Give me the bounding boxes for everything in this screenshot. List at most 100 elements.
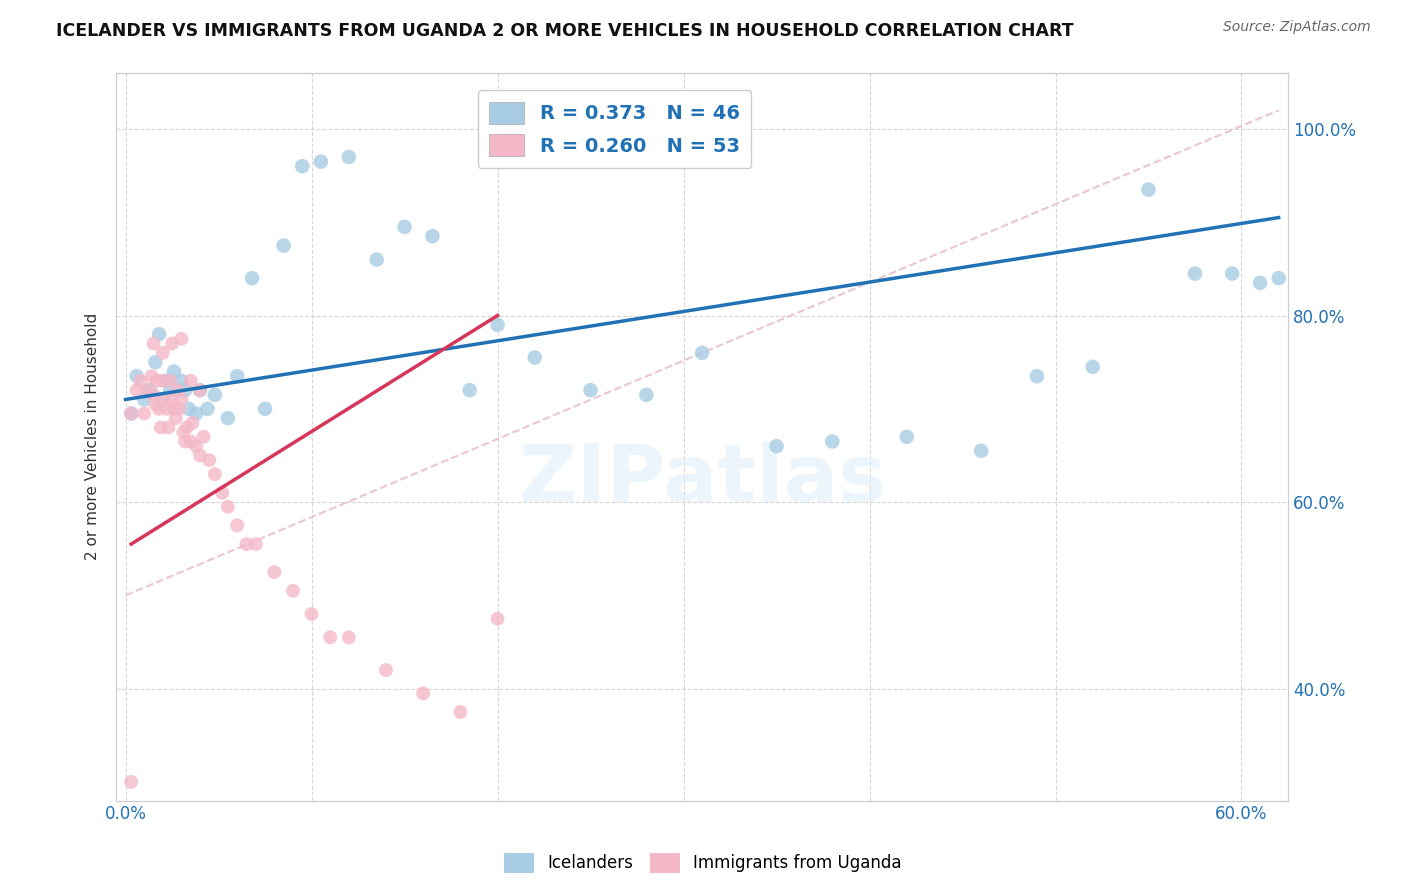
Point xyxy=(170,392,193,407)
Point xyxy=(1184,267,1206,281)
Point xyxy=(172,425,194,439)
Point xyxy=(149,420,172,434)
Point xyxy=(160,392,183,407)
Point xyxy=(765,439,787,453)
Point xyxy=(120,407,142,421)
Point xyxy=(142,388,165,402)
Point xyxy=(188,449,211,463)
Point xyxy=(152,392,174,407)
Text: ZIPatlas: ZIPatlas xyxy=(517,442,886,519)
Point xyxy=(422,229,444,244)
Point xyxy=(281,583,304,598)
Point xyxy=(136,383,159,397)
Point xyxy=(449,705,471,719)
Point xyxy=(458,383,481,397)
Point xyxy=(301,607,323,621)
Point xyxy=(143,397,166,411)
Point xyxy=(159,383,181,397)
Point xyxy=(690,346,713,360)
Point xyxy=(970,443,993,458)
Point xyxy=(263,565,285,579)
Point xyxy=(165,411,187,425)
Point xyxy=(412,686,434,700)
Point xyxy=(197,401,219,416)
Point xyxy=(211,485,233,500)
Point xyxy=(181,416,204,430)
Point xyxy=(193,430,215,444)
Point xyxy=(188,383,211,397)
Point xyxy=(254,401,277,416)
Point xyxy=(235,537,257,551)
Text: ICELANDER VS IMMIGRANTS FROM UGANDA 2 OR MORE VEHICLES IN HOUSEHOLD CORRELATION : ICELANDER VS IMMIGRANTS FROM UGANDA 2 OR… xyxy=(56,22,1074,40)
Point xyxy=(148,327,170,342)
Point xyxy=(146,374,169,388)
Point xyxy=(186,439,208,453)
Point xyxy=(139,383,162,397)
Point xyxy=(486,318,509,332)
Point xyxy=(141,369,163,384)
Text: Source: ZipAtlas.com: Source: ZipAtlas.com xyxy=(1223,20,1371,34)
Point xyxy=(579,383,602,397)
Point xyxy=(896,430,918,444)
Point xyxy=(240,271,263,285)
Point xyxy=(166,383,188,397)
Point xyxy=(180,434,202,449)
Point xyxy=(120,775,142,789)
Point xyxy=(166,383,188,397)
Point xyxy=(157,420,180,434)
Point xyxy=(273,238,295,252)
Point xyxy=(155,374,177,388)
Point xyxy=(142,336,165,351)
Point xyxy=(245,537,267,551)
Point xyxy=(486,612,509,626)
Point xyxy=(152,374,174,388)
Legend: Icelanders, Immigrants from Uganda: Icelanders, Immigrants from Uganda xyxy=(498,847,908,880)
Point xyxy=(188,383,211,397)
Point xyxy=(170,332,193,346)
Point xyxy=(523,351,546,365)
Point xyxy=(153,392,176,407)
Point xyxy=(155,401,177,416)
Point xyxy=(337,150,360,164)
Point xyxy=(174,434,197,449)
Point xyxy=(198,453,221,467)
Point xyxy=(1249,276,1271,290)
Point xyxy=(226,369,249,384)
Point xyxy=(120,407,142,421)
Point xyxy=(176,420,198,434)
Point xyxy=(159,374,181,388)
Point xyxy=(134,392,156,407)
Point xyxy=(163,364,186,378)
Point xyxy=(1025,369,1047,384)
Point xyxy=(177,401,200,416)
Point xyxy=(319,631,342,645)
Point xyxy=(217,411,239,425)
Point xyxy=(169,401,191,416)
Point xyxy=(148,401,170,416)
Point xyxy=(1081,359,1104,374)
Point xyxy=(160,336,183,351)
Point xyxy=(174,383,197,397)
Point xyxy=(143,355,166,369)
Point xyxy=(226,518,249,533)
Point xyxy=(1220,267,1243,281)
Y-axis label: 2 or more Vehicles in Household: 2 or more Vehicles in Household xyxy=(86,313,100,560)
Legend: R = 0.373   N = 46, R = 0.260   N = 53: R = 0.373 N = 46, R = 0.260 N = 53 xyxy=(478,90,751,168)
Point xyxy=(394,219,416,234)
Point xyxy=(125,383,148,397)
Point xyxy=(186,407,208,421)
Point xyxy=(217,500,239,514)
Point xyxy=(204,467,226,482)
Point xyxy=(204,388,226,402)
Point xyxy=(309,154,332,169)
Point xyxy=(1267,271,1289,285)
Point xyxy=(821,434,844,449)
Point xyxy=(163,401,186,416)
Point xyxy=(170,374,193,388)
Point xyxy=(129,374,152,388)
Point xyxy=(1137,183,1160,197)
Point xyxy=(636,388,658,402)
Point xyxy=(291,159,314,173)
Point xyxy=(180,374,202,388)
Point xyxy=(152,346,174,360)
